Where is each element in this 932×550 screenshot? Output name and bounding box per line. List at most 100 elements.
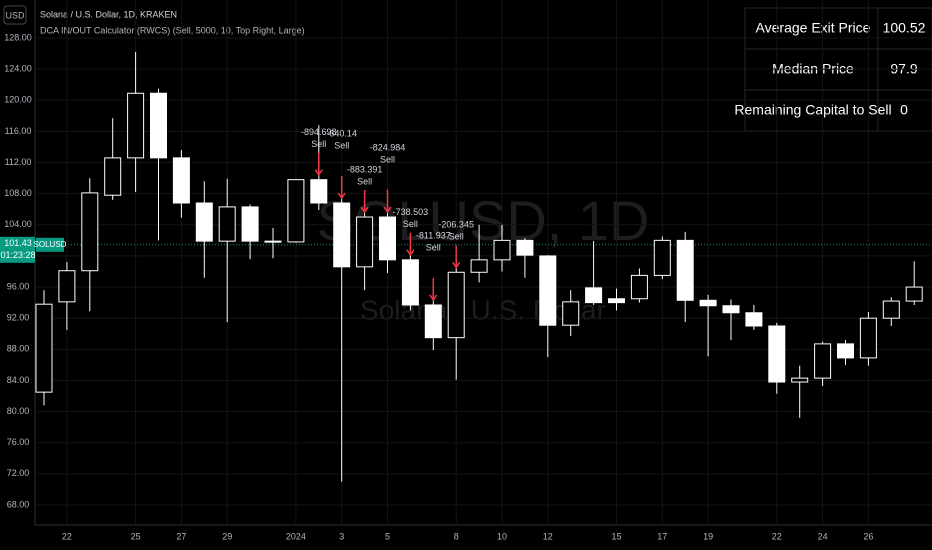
sell-arrow-head — [337, 192, 346, 200]
x-tick-label: 17 — [657, 531, 667, 541]
x-tick-label: 25 — [131, 531, 141, 541]
last-price-countdown: 01:23:28 — [0, 250, 35, 260]
candle-body — [882, 300, 900, 319]
candle-body — [241, 206, 259, 242]
candle-body — [333, 202, 351, 268]
y-tick-label: 92.00 — [7, 313, 30, 323]
x-tick-label: 15 — [611, 531, 621, 541]
candle-body — [58, 270, 76, 303]
candle-body — [859, 317, 877, 359]
y-tick-label: 88.00 — [7, 344, 30, 354]
candle-body — [653, 239, 671, 276]
candle-body — [699, 299, 717, 307]
x-tick-label: 5 — [385, 531, 390, 541]
candle-body — [608, 298, 625, 304]
x-tick-label: 26 — [863, 531, 873, 541]
x-tick-label: 22 — [772, 531, 782, 541]
x-tick-label: 8 — [454, 531, 459, 541]
sell-arrow-head — [314, 169, 323, 176]
candle-body — [722, 305, 740, 314]
sell-arrow-head — [429, 294, 438, 302]
sell-arrow-head — [406, 249, 415, 257]
y-tick-label: 108.00 — [4, 188, 32, 198]
candle-body — [562, 301, 580, 326]
sell-amount: -883.391 — [347, 164, 383, 174]
sell-label: Sell — [357, 176, 372, 186]
sell-label: Sell — [380, 154, 395, 164]
y-tick-label: 76.00 — [7, 437, 30, 447]
candle-body — [585, 287, 603, 304]
candle-body — [195, 202, 213, 242]
chart-title: Solana / U.S. Dollar, 1D, KRAKEN — [40, 9, 177, 19]
sell-amount: -811.937 — [416, 230, 451, 240]
sell-arrow-head — [383, 206, 392, 214]
candle-body — [401, 259, 419, 306]
candle-body — [516, 239, 534, 256]
sell-label: Sell — [449, 232, 464, 242]
candle-body — [172, 157, 190, 204]
candle-body — [539, 255, 557, 326]
candle-body — [493, 239, 511, 261]
candle-body — [837, 343, 854, 359]
y-tick-label: 84.00 — [7, 375, 30, 385]
candle-body — [81, 192, 99, 272]
candle-body — [127, 92, 145, 159]
y-tick-label: 120.00 — [4, 95, 32, 105]
candle-body — [791, 377, 809, 383]
candle-body — [379, 216, 396, 261]
candle-body — [104, 157, 122, 196]
x-tick-label: 24 — [818, 531, 828, 541]
y-tick-label: 96.00 — [7, 281, 30, 291]
candle-body — [356, 216, 374, 268]
candle-body — [447, 271, 465, 339]
last-price-badge — [0, 236, 35, 263]
table-cell: 0 — [900, 102, 908, 118]
sell-arrow-head — [360, 206, 369, 214]
candle-body — [424, 304, 442, 339]
sell-label: Sell — [403, 219, 418, 229]
candle-body — [150, 92, 167, 159]
x-tick-label: 19 — [703, 531, 713, 541]
x-tick-label: 10 — [497, 531, 507, 541]
table-cell: Remaining Capital to Sell — [734, 102, 891, 118]
y-tick-label: 128.00 — [4, 32, 32, 42]
candle-body — [287, 179, 305, 243]
last-price-value: 101.43 — [4, 238, 32, 248]
sell-label: Sell — [426, 242, 441, 252]
candle-body — [676, 239, 694, 301]
y-tick-label: 80.00 — [7, 406, 30, 416]
candle-body — [310, 179, 328, 204]
x-tick-label: 29 — [222, 531, 232, 541]
y-tick-label: 124.00 — [4, 64, 32, 74]
candle-body — [264, 240, 282, 243]
y-tick-label: 72.00 — [7, 468, 30, 478]
x-tick-label: 3 — [339, 531, 344, 541]
candle-body — [768, 325, 786, 383]
x-tick-label: 12 — [543, 531, 553, 541]
sell-amount: -206.345 — [438, 220, 474, 230]
candle-body — [814, 343, 832, 379]
candle-body — [35, 303, 53, 393]
candle-body — [630, 274, 648, 300]
indicator-title: DCA IN/OUT Calculator (RWCS) (Sell, 5000… — [40, 25, 305, 35]
currency: USD — [5, 10, 25, 20]
x-tick-label: 2024 — [286, 531, 306, 541]
sell-amount: -738.503 — [393, 207, 429, 217]
y-tick-label: 104.00 — [4, 219, 32, 229]
candle-body — [470, 259, 488, 273]
sell-amount: -894.698 — [301, 127, 337, 137]
table-cell: 100.52 — [883, 20, 926, 36]
candle-body — [745, 312, 763, 327]
x-tick-label: 22 — [62, 531, 72, 541]
sell-label: Sell — [334, 140, 349, 150]
sell-amount: -640.14 — [326, 128, 357, 138]
symbol-badge — [36, 237, 64, 252]
sell-arrow-head — [452, 261, 461, 269]
y-tick-label: 112.00 — [5, 157, 32, 167]
symbol-label: SOLUSD — [34, 240, 67, 249]
x-tick-label: 27 — [176, 531, 186, 541]
currency-badge[interactable] — [3, 5, 27, 25]
table-cell: Average Exit Price — [756, 20, 871, 36]
